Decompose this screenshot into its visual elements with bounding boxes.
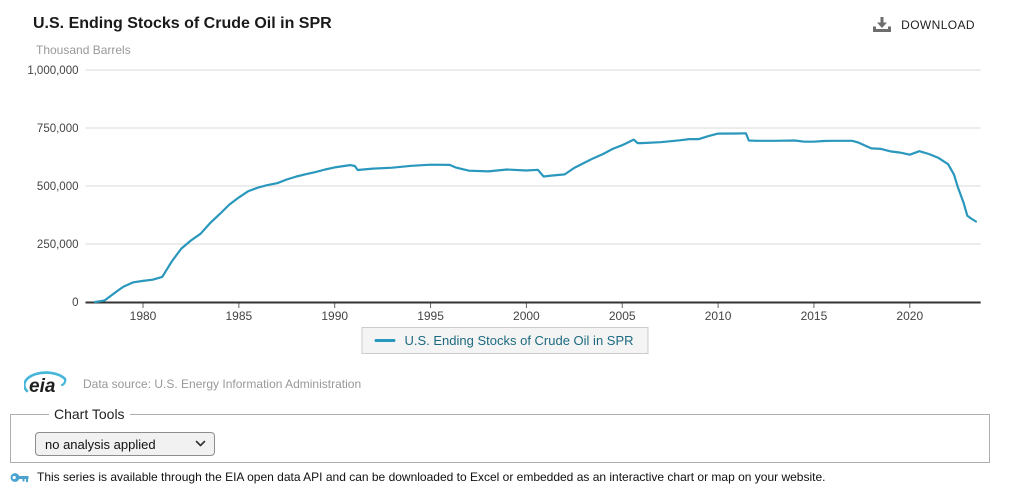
eia-logo[interactable]: eia	[23, 369, 70, 399]
chart-tools-panel: Chart Tools no analysis applied	[10, 406, 990, 463]
download-icon	[873, 17, 892, 33]
x-tick-label: 2005	[609, 309, 636, 322]
y-tick-label: 750,000	[37, 123, 79, 135]
x-tick-label: 1990	[321, 309, 348, 322]
chart-canvas[interactable]: 0 250,000 500,000 750,000 1,000,000 1980 1985 1…	[0, 0, 1032, 322]
series-line[interactable]	[93, 132, 978, 304]
x-tick-label: 2000	[513, 309, 540, 322]
download-button-label: DOWNLOAD	[901, 18, 975, 32]
legend-label: U.S. Ending Stocks of Crude Oil in SPR	[404, 333, 634, 348]
chart-tools-legend: Chart Tools	[54, 406, 125, 422]
y-axis-units-label: Thousand Barrels	[36, 43, 131, 57]
x-tick-label: 1985	[226, 309, 253, 322]
key-icon	[10, 471, 29, 484]
download-button[interactable]: DOWNLOAD	[873, 17, 975, 33]
y-tick-label: 0	[72, 297, 78, 309]
y-tick-label: 1,000,000	[27, 65, 78, 77]
x-tick-label: 1980	[130, 309, 157, 322]
page-title: U.S. Ending Stocks of Crude Oil in SPR	[33, 15, 332, 32]
x-tick-label: 1995	[417, 309, 444, 322]
svg-text:eia: eia	[29, 376, 56, 397]
y-tick-label: 250,000	[37, 239, 79, 251]
x-tick-label: 2010	[705, 309, 732, 322]
data-source-text: Data source: U.S. Energy Information Adm…	[83, 377, 362, 391]
legend-line-swatch	[374, 339, 396, 342]
x-tick-label: 2020	[896, 309, 923, 322]
analysis-select[interactable]: no analysis applied	[35, 432, 215, 456]
api-note-text: This series is available through the EIA…	[37, 470, 826, 484]
x-tick-label: 2015	[801, 309, 828, 322]
chart-legend-item[interactable]: U.S. Ending Stocks of Crude Oil in SPR	[361, 327, 649, 354]
y-tick-label: 500,000	[37, 181, 79, 193]
